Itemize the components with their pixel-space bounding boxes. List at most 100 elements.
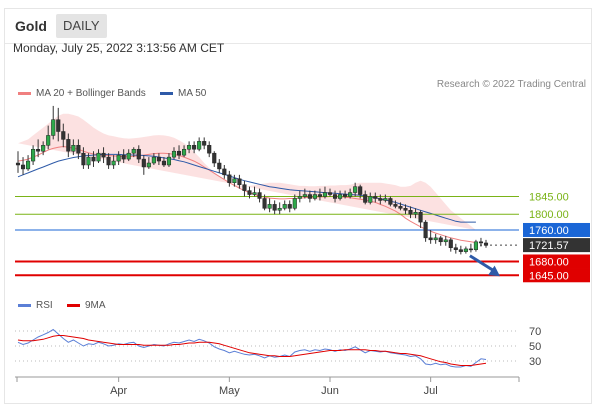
candle-body bbox=[418, 212, 423, 223]
x-tick-label-Jun: Jun bbox=[321, 385, 339, 397]
rsi-tick-70: 70 bbox=[529, 326, 541, 338]
level-label-1760.00: 1760.00 bbox=[529, 225, 569, 237]
candle-body bbox=[358, 186, 363, 195]
candle-body bbox=[413, 212, 418, 215]
candle-body bbox=[176, 150, 182, 156]
candle-body bbox=[151, 156, 156, 164]
candle-body bbox=[428, 237, 433, 241]
bollinger-band-area bbox=[18, 113, 476, 230]
timeframe-tab[interactable]: DAILY bbox=[56, 14, 107, 38]
candle-body bbox=[398, 206, 403, 209]
candle-body bbox=[453, 247, 458, 250]
candle-body bbox=[91, 156, 96, 162]
candle-body bbox=[373, 196, 378, 199]
candle-body bbox=[106, 156, 111, 166]
candle-body bbox=[438, 237, 443, 243]
candle-body bbox=[272, 204, 277, 211]
candle-body bbox=[378, 198, 383, 201]
level-tag-1645.00 bbox=[523, 268, 590, 283]
candle-body bbox=[262, 198, 267, 209]
legend-ma-bands-label: MA 20 + Bollinger Bands bbox=[36, 88, 146, 99]
level-label-1845.00: 1845.00 bbox=[529, 192, 569, 204]
candle-body bbox=[71, 145, 76, 152]
candle-body bbox=[20, 164, 26, 170]
rsi-tick-50: 50 bbox=[529, 341, 541, 353]
candle-body bbox=[292, 198, 297, 209]
candle-body bbox=[61, 131, 66, 140]
candle-body bbox=[146, 162, 151, 168]
candle-body bbox=[217, 162, 222, 170]
candle-body bbox=[282, 204, 287, 209]
level-tag-1760.00 bbox=[523, 222, 590, 237]
candle-body bbox=[141, 158, 146, 168]
rsi-tick-30: 30 bbox=[529, 356, 541, 368]
candle-body bbox=[76, 145, 81, 154]
legend-9ma: 9MA bbox=[67, 300, 106, 311]
candle-body bbox=[36, 148, 41, 152]
candle-body bbox=[46, 135, 51, 146]
candle-body bbox=[212, 152, 217, 164]
research-credit: Research © 2022 Trading Central bbox=[436, 79, 586, 90]
legend-9ma-swatch bbox=[67, 303, 80, 307]
candle-body bbox=[41, 145, 46, 152]
candle-body bbox=[187, 145, 192, 150]
level-tag-1680.00 bbox=[523, 254, 590, 269]
level-label-1645.00: 1645.00 bbox=[529, 270, 569, 282]
candle-body bbox=[156, 156, 161, 162]
candle-body bbox=[383, 198, 388, 201]
widget-header: Gold DAILY bbox=[5, 9, 591, 44]
candle-body bbox=[257, 192, 262, 199]
candle-body bbox=[237, 178, 242, 185]
candle-body bbox=[463, 248, 468, 252]
candle-body bbox=[277, 208, 282, 211]
x-tick-label-May: May bbox=[219, 385, 240, 397]
candle-body bbox=[136, 148, 141, 160]
candle-body bbox=[131, 148, 136, 154]
candle-body bbox=[166, 156, 172, 166]
candle-body bbox=[101, 152, 106, 158]
candle-body bbox=[197, 141, 202, 150]
candle-body bbox=[403, 208, 408, 211]
candle-body bbox=[317, 194, 322, 197]
candle-body bbox=[202, 141, 207, 146]
legend-ma50-swatch bbox=[160, 91, 173, 95]
ma50-line bbox=[17, 153, 476, 223]
candle-body bbox=[121, 154, 126, 160]
candle-body bbox=[51, 119, 56, 136]
candle-body bbox=[232, 178, 237, 183]
candle-body bbox=[56, 119, 61, 132]
legend-ma-bands: MA 20 + Bollinger Bands bbox=[18, 88, 146, 99]
candle-body bbox=[126, 152, 131, 160]
instrument-title: Gold bbox=[15, 18, 47, 34]
candle-body bbox=[483, 242, 489, 246]
rsi-line bbox=[17, 328, 487, 368]
candle-body bbox=[182, 148, 187, 156]
candle-body bbox=[353, 186, 358, 193]
candle-body bbox=[31, 148, 36, 162]
rsi-9ma-line bbox=[17, 335, 487, 366]
legend-ma50-label: MA 50 bbox=[178, 88, 207, 99]
legend-ma50: MA 50 bbox=[160, 88, 206, 99]
candle-body bbox=[116, 154, 121, 162]
chart-widget: Gold DAILY bbox=[4, 8, 592, 404]
candle-body bbox=[363, 194, 368, 203]
forecast-arrow-shaft bbox=[469, 254, 494, 272]
legend-rsi: RSI bbox=[18, 300, 53, 311]
legend-rsi-swatch bbox=[18, 303, 31, 307]
chart-datetime: Monday, July 25, 2022 3:13:56 AM CET bbox=[13, 41, 225, 55]
candle-body bbox=[207, 145, 212, 154]
candle-body bbox=[478, 241, 484, 244]
candle-body bbox=[66, 139, 71, 152]
candle-body bbox=[338, 194, 343, 199]
legend-ma-bands-swatch bbox=[18, 91, 31, 95]
candle-body bbox=[26, 160, 31, 170]
candle-body bbox=[171, 150, 177, 158]
candle-body bbox=[302, 194, 307, 197]
x-tick-label-Apr: Apr bbox=[110, 385, 127, 397]
candle-body bbox=[287, 204, 292, 209]
candle-body bbox=[15, 162, 21, 166]
level-label-1800.00: 1800.00 bbox=[529, 209, 569, 221]
candle-body bbox=[227, 174, 232, 183]
candle-body bbox=[343, 194, 348, 197]
